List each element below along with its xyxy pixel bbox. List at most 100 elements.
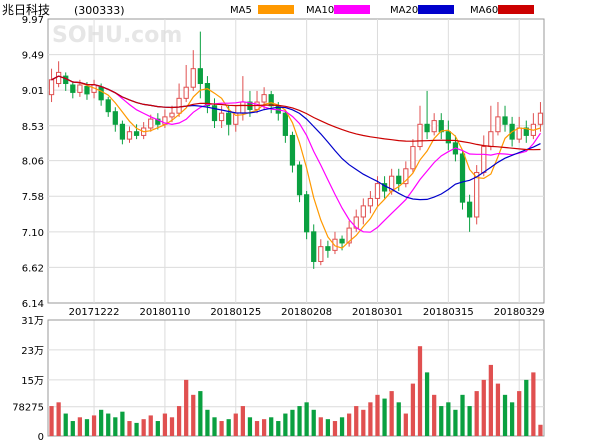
candle-body [537, 112, 544, 125]
candle-body [183, 86, 189, 99]
candle [105, 96, 111, 117]
volume-bar [247, 417, 253, 436]
legend-swatch-ma20 [418, 5, 454, 14]
candle-body [367, 197, 374, 207]
ma-line-ma5 [51, 75, 541, 249]
candle [346, 220, 352, 247]
date-tick-label: 20180125 [210, 307, 261, 318]
candle [226, 105, 232, 136]
volume-bar [424, 372, 430, 436]
candle-body [403, 168, 409, 185]
volume-tick-label: 31万 [21, 316, 44, 327]
candle-body [481, 146, 487, 173]
candle [218, 105, 225, 129]
legend-label-ma20: MA20 [390, 5, 418, 16]
candle [169, 105, 175, 123]
candle [70, 82, 76, 99]
candle-body [148, 118, 154, 129]
candle [112, 107, 118, 132]
candle-body [190, 68, 196, 88]
volume-bar [495, 383, 501, 436]
volume-bar [198, 391, 203, 436]
candle [438, 113, 444, 140]
volume-tick-label: 23万 [21, 346, 44, 357]
volume-bar [77, 417, 83, 436]
candle [417, 105, 423, 151]
volume-grid [48, 349, 544, 408]
volume-tick-label: 0 [38, 432, 44, 440]
candle-body [261, 94, 267, 103]
volume-bar [120, 411, 125, 436]
candle [63, 72, 69, 91]
volume-bar [269, 417, 274, 436]
candle-body [289, 134, 296, 166]
volume-bar [474, 391, 479, 436]
candle-body [70, 84, 76, 93]
volume-bar [106, 413, 111, 436]
candle [466, 194, 473, 232]
date-tick-label: 20180110 [139, 307, 190, 318]
price-tick-label: 7.58 [22, 192, 44, 203]
price-tick-label: 8.06 [22, 157, 44, 168]
candle [233, 105, 239, 132]
candle-body [311, 231, 317, 262]
date-tick-label: 20180329 [494, 307, 545, 318]
candle-body [84, 85, 90, 95]
volume-bar [432, 394, 437, 436]
volume-bar [63, 413, 68, 436]
volume-bar [375, 394, 380, 436]
volume-bar [205, 409, 210, 436]
legend-label-ma60: MA60 [470, 5, 498, 16]
candle-body [98, 86, 104, 101]
volume-bar [127, 421, 132, 436]
candle-body [268, 94, 274, 107]
candle-body [126, 131, 133, 140]
candle-body [332, 238, 338, 251]
volume-bar [84, 419, 90, 436]
chart-title: 兆日科技 [2, 3, 50, 17]
volume-bar [339, 417, 345, 436]
candle [197, 31, 203, 99]
candle [126, 126, 133, 143]
volume-bar [148, 415, 153, 436]
volume-bar [460, 394, 465, 436]
candle-body [445, 131, 451, 144]
volume-bar [290, 409, 295, 436]
volume-bar [226, 419, 231, 436]
candle [325, 240, 331, 258]
candle-body [488, 131, 494, 148]
volume-bar [517, 391, 522, 436]
ma-line-ma60 [51, 75, 541, 151]
volume-bar [91, 415, 97, 436]
candle-body [466, 201, 473, 218]
volume-bar [297, 406, 302, 436]
legend: MA5 MA10 MA20 MA60 [230, 5, 534, 16]
volume-bar [283, 413, 288, 436]
candle-body [318, 246, 324, 262]
candle-body [374, 183, 381, 199]
volume-bar [453, 409, 458, 436]
volume-bar [347, 413, 352, 436]
candle [530, 113, 536, 140]
candle [48, 68, 55, 103]
volume-bar [389, 391, 394, 436]
price-tick-label: 6.62 [22, 263, 44, 274]
candle-body [48, 79, 55, 96]
watermark: SOHU.com [52, 23, 182, 48]
candle [403, 161, 409, 188]
candle [155, 113, 161, 130]
volume-bar [240, 406, 245, 436]
price-tick-label: 8.53 [22, 122, 44, 133]
candle-body [218, 112, 225, 122]
candle [495, 102, 501, 136]
candle-body [197, 68, 203, 85]
volume-bar [446, 402, 451, 436]
volume-bar [467, 406, 472, 436]
candle-body [339, 238, 345, 244]
candle-body [346, 227, 352, 244]
candle [396, 168, 402, 192]
candles [48, 31, 544, 269]
legend-swatch-ma60 [498, 5, 534, 14]
candle-body [77, 84, 83, 93]
